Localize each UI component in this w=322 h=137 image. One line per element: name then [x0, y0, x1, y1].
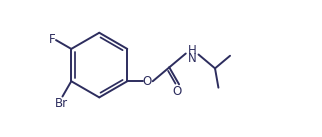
Text: O: O — [142, 75, 151, 88]
Text: Br: Br — [55, 97, 68, 110]
Text: F: F — [49, 33, 55, 46]
Text: O: O — [173, 85, 182, 98]
Text: N: N — [188, 52, 197, 65]
Text: H: H — [188, 44, 197, 57]
